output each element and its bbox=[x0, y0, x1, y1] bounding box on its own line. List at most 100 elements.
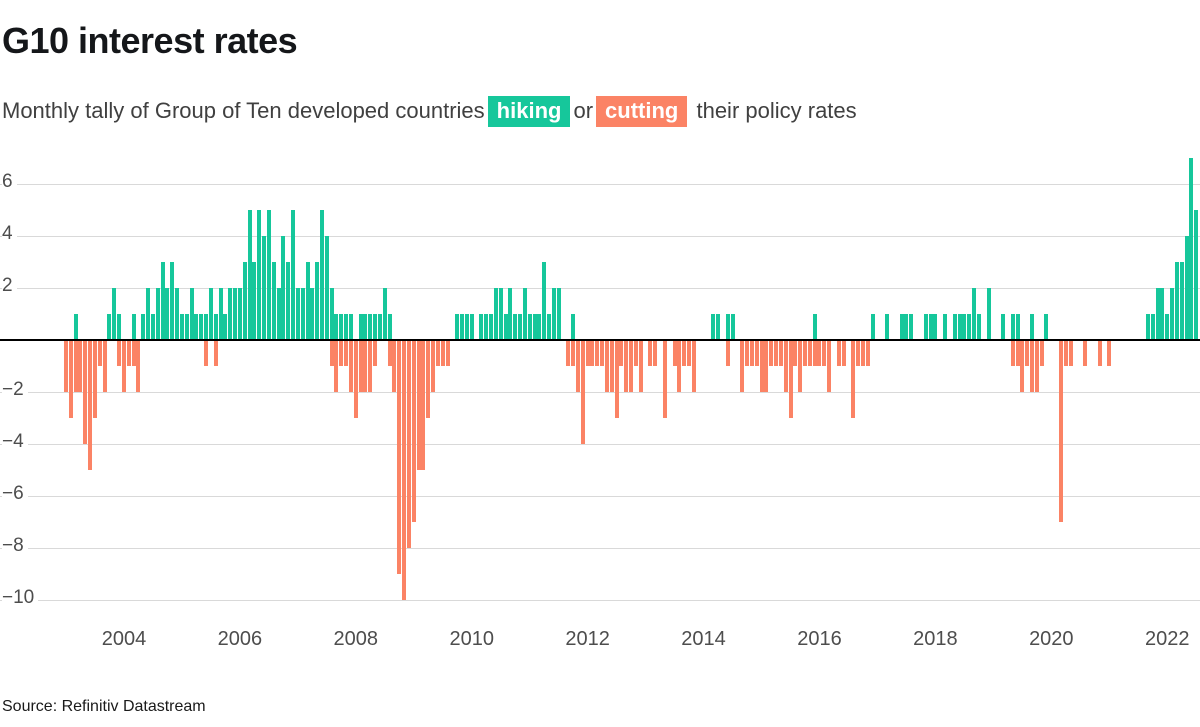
cut-bar bbox=[745, 340, 750, 366]
source-credit: Source: Refinitiv Datastream bbox=[2, 698, 206, 715]
cut-bar bbox=[411, 340, 416, 522]
cut-bar bbox=[764, 340, 769, 392]
cut-bar bbox=[373, 340, 378, 366]
cut-bar bbox=[672, 340, 677, 366]
cut-bar bbox=[387, 340, 392, 366]
hike-bar bbox=[1179, 262, 1184, 340]
hike-bar bbox=[904, 314, 909, 340]
cut-bar bbox=[793, 340, 798, 366]
hike-bar bbox=[962, 314, 967, 340]
hike-bar bbox=[1160, 288, 1165, 340]
cut-bar bbox=[131, 340, 136, 366]
cut-bar bbox=[445, 340, 450, 366]
hike-bar bbox=[571, 314, 576, 340]
subtitle-text-suffix: their policy rates bbox=[696, 98, 857, 123]
hike-bar bbox=[725, 314, 730, 340]
cut-bar bbox=[126, 340, 131, 366]
gridline bbox=[0, 184, 1200, 185]
x-axis-label: 2022 bbox=[1144, 628, 1190, 650]
cut-bar bbox=[687, 340, 692, 366]
cut-bar bbox=[595, 340, 600, 366]
cut-bar bbox=[677, 340, 682, 392]
hike-bar bbox=[1194, 210, 1199, 340]
cut-bar bbox=[73, 340, 78, 392]
hike-bar bbox=[532, 314, 537, 340]
cut-bar bbox=[788, 340, 793, 418]
gridline bbox=[0, 392, 1200, 393]
hike-bar bbox=[189, 288, 194, 340]
hike-bar bbox=[885, 314, 890, 340]
cut-bar bbox=[440, 340, 445, 366]
hike-bar bbox=[503, 314, 508, 340]
x-axis-label: 2006 bbox=[217, 628, 263, 650]
cut-bar bbox=[431, 340, 436, 392]
cut-bar bbox=[691, 340, 696, 392]
x-axis-label: 2016 bbox=[797, 628, 842, 650]
hike-bar bbox=[460, 314, 465, 340]
cut-bar bbox=[1063, 340, 1068, 366]
cut-bar bbox=[1034, 340, 1039, 392]
cut-bar bbox=[604, 340, 609, 392]
hike-bar bbox=[957, 314, 962, 340]
cut-bar bbox=[348, 340, 353, 392]
gridline bbox=[0, 236, 1200, 237]
hike-bar bbox=[730, 314, 735, 340]
hike-bar bbox=[257, 210, 262, 340]
hike-bar bbox=[194, 314, 199, 340]
cut-bar bbox=[363, 340, 368, 392]
hike-bar bbox=[1001, 314, 1006, 340]
cut-bar bbox=[416, 340, 421, 470]
hike-bar bbox=[358, 314, 363, 340]
cut-bar bbox=[64, 340, 68, 392]
chart-title: G10 interest rates bbox=[2, 20, 298, 61]
cut-bar bbox=[860, 340, 865, 366]
cut-bar bbox=[102, 340, 107, 392]
hike-bar bbox=[286, 262, 291, 340]
hike-bar bbox=[542, 262, 547, 340]
cutting-legend-badge: cutting bbox=[596, 96, 688, 127]
hike-bar bbox=[1150, 314, 1155, 340]
y-axis-label: −6 bbox=[2, 483, 28, 506]
cut-bar bbox=[353, 340, 358, 418]
subtitle-text-prefix: Monthly tally of Group of Ten developed … bbox=[2, 98, 485, 123]
cut-bar bbox=[566, 340, 571, 366]
hike-bar bbox=[1145, 314, 1150, 340]
hike-bar bbox=[252, 262, 257, 340]
hiking-legend-badge: hiking bbox=[487, 96, 571, 127]
x-axis-label: 2020 bbox=[1029, 628, 1074, 650]
cut-bar bbox=[827, 340, 832, 392]
cut-bar bbox=[836, 340, 841, 366]
hike-bar bbox=[537, 314, 542, 340]
cut-bar bbox=[600, 340, 605, 366]
cut-bar bbox=[682, 340, 687, 366]
hike-bar bbox=[117, 314, 122, 340]
hike-bar bbox=[479, 314, 484, 340]
subtitle-text-middle: or bbox=[573, 98, 594, 123]
hike-bar bbox=[1030, 314, 1034, 340]
cut-bar bbox=[856, 340, 861, 366]
cut-bar bbox=[648, 340, 653, 366]
cut-bar bbox=[83, 340, 88, 444]
hike-bar bbox=[213, 314, 218, 340]
cut-bar bbox=[609, 340, 614, 392]
hike-bar bbox=[489, 314, 494, 340]
cut-bar bbox=[421, 340, 426, 470]
hike-bar bbox=[1165, 314, 1170, 340]
hike-bar bbox=[923, 314, 928, 340]
hike-bar bbox=[305, 262, 310, 340]
cut-bar bbox=[633, 340, 638, 366]
hike-bar bbox=[208, 288, 213, 340]
cut-bar bbox=[1020, 340, 1025, 392]
hike-bar bbox=[155, 288, 160, 340]
cut-bar bbox=[812, 340, 817, 366]
hike-bar bbox=[73, 314, 78, 340]
hike-bar bbox=[295, 288, 300, 340]
hike-bar bbox=[363, 314, 368, 340]
hike-bar bbox=[107, 314, 112, 340]
gridline bbox=[0, 548, 1200, 549]
cut-bar bbox=[769, 340, 774, 366]
x-axis-label: 2018 bbox=[913, 628, 958, 650]
hike-bar bbox=[909, 314, 914, 340]
cut-bar bbox=[822, 340, 827, 366]
